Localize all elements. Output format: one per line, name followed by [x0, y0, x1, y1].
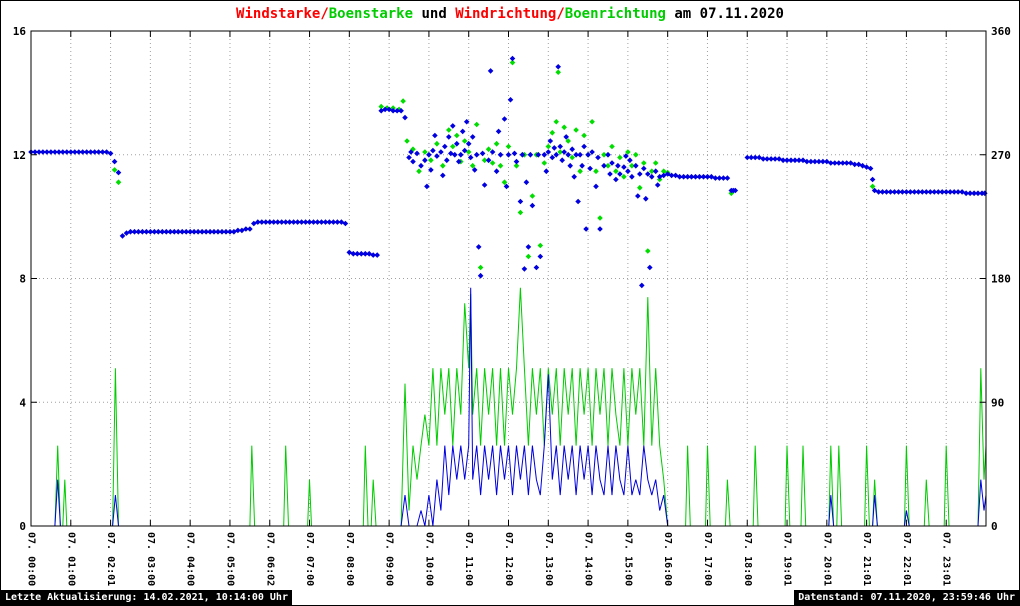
- data-timestamp-bar: Datenstand: 07.11.2020, 23:59:46 Uhr: [794, 590, 1019, 605]
- x-labels: 07. 00:00 07. 01:00 07. 02:01 07. 03:00 07. …: [26, 532, 952, 586]
- y-right-tick-label: 0: [991, 520, 998, 533]
- x-tick-label: 07. 23:01: [941, 532, 952, 586]
- x-tick-label: 07. 22:01: [901, 532, 912, 586]
- title-part-windrichtung: Windrichtung/: [455, 6, 565, 22]
- y-left-labels: 0 4 8 12 16: [13, 25, 27, 533]
- title-part-date: am 07.11.2020: [665, 6, 784, 22]
- x-tick-label: 07. 05:00: [224, 532, 235, 586]
- y-right-tick-label: 90: [991, 396, 1004, 409]
- x-tick-label: 07. 01:00: [65, 532, 76, 586]
- y-left-tick-label: 12: [13, 149, 26, 162]
- x-tick-label: 07. 18:00: [742, 532, 753, 586]
- series-boenstarke-line: [31, 287, 987, 527]
- series-windrichtung-points: [28, 55, 988, 289]
- x-tick-label: 07. 15:00: [622, 532, 633, 586]
- y-right-tick-label: 360: [991, 25, 1011, 38]
- title-part-boenrichtung: Boenrichtung: [564, 6, 666, 22]
- x-tick-label: 07. 04:00: [185, 532, 196, 586]
- y-left-tick-label: 4: [19, 396, 26, 409]
- x-tick-label: 07. 07:00: [304, 532, 315, 586]
- y-left-tick-label: 0: [19, 520, 26, 533]
- x-tick-label: 07. 21:01: [861, 532, 872, 586]
- x-tick-label: 07. 02:01: [105, 532, 116, 586]
- x-tick-label: 07. 16:00: [662, 532, 673, 586]
- x-tick-label: 07. 09:00: [384, 532, 395, 586]
- x-tick-label: 07. 20:01: [821, 532, 832, 586]
- x-tick-label: 07. 11:00: [463, 532, 474, 586]
- chart-title: Windstarke/Boenstarke und Windrichtung/B…: [1, 6, 1019, 22]
- y-right-labels: 0 90 180 270 360: [991, 25, 1011, 533]
- series-boenrichtung-points: [111, 59, 876, 271]
- y-left-tick-label: 16: [13, 25, 27, 38]
- axis-ticks: [30, 30, 986, 527]
- x-tick-label: 07. 03:00: [145, 532, 156, 586]
- x-tick-label: 07. 19:01: [782, 532, 793, 586]
- x-tick-label: 07. 10:00: [423, 532, 434, 586]
- x-tick-label: 07. 17:00: [702, 532, 713, 586]
- x-tick-label: 07. 12:00: [503, 532, 514, 586]
- x-tick-label: 07. 08:00: [344, 532, 355, 586]
- x-tick-label: 07. 14:00: [583, 532, 594, 586]
- x-tick-label: 07. 06:02: [264, 532, 275, 586]
- y-right-tick-label: 270: [991, 149, 1011, 162]
- x-tick-label: 07. 13:00: [543, 532, 554, 586]
- title-part-boenstaerke: Boenstarke: [328, 6, 414, 22]
- y-right-tick-label: 180: [991, 273, 1011, 286]
- title-part-und: und: [413, 6, 456, 22]
- title-part-windstaerke: Windstarke/: [236, 6, 329, 22]
- y-left-tick-label: 8: [19, 273, 26, 286]
- last-update-bar: Letzte Aktualisierung: 14.02.2021, 10:14…: [1, 590, 292, 605]
- series-windstarke-line: [31, 287, 987, 527]
- x-tick-label: 07. 00:00: [26, 532, 37, 586]
